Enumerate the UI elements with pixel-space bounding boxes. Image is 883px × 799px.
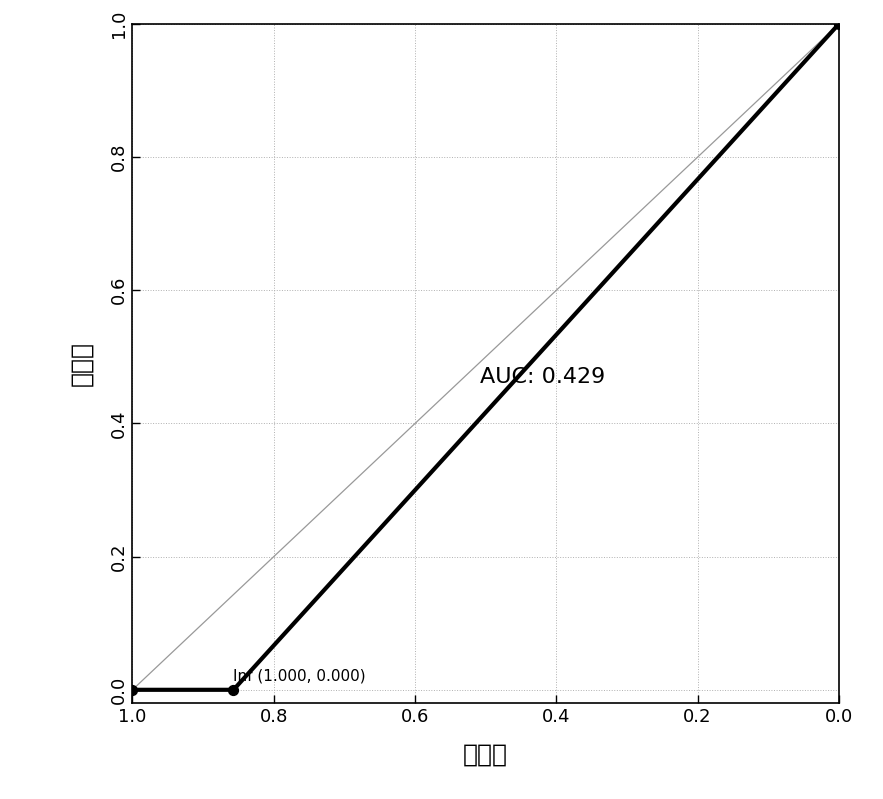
Y-axis label: 敏感度: 敏感度 [69, 341, 93, 386]
Point [226, 683, 240, 696]
Point [832, 18, 846, 30]
Point [125, 683, 140, 696]
Text: Inf (1.000, 0.000): Inf (1.000, 0.000) [233, 668, 366, 683]
X-axis label: 特异性: 特异性 [464, 742, 508, 767]
Text: AUC: 0.429: AUC: 0.429 [479, 367, 605, 387]
